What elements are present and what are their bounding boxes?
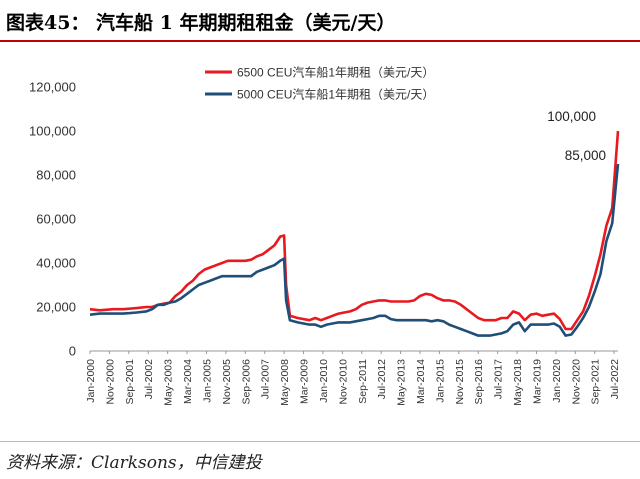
x-tick-label: Jul-2002	[143, 359, 155, 399]
x-tick-label: Mar-2019	[531, 359, 543, 404]
title-divider	[0, 40, 640, 42]
x-tick-label: Mar-2004	[182, 359, 194, 404]
source-divider	[0, 441, 640, 442]
x-tick-label: Mar-2009	[299, 359, 311, 404]
x-tick-label: May-2018	[512, 359, 524, 406]
y-tick-label: 100,000	[29, 124, 76, 139]
x-tick-label: Jan-2010	[318, 359, 330, 403]
x-tick-label: Jan-2000	[85, 359, 97, 403]
y-tick-label: 80,000	[36, 168, 76, 183]
x-tick-label: Sep-2006	[240, 359, 252, 405]
y-tick-label: 40,000	[36, 256, 76, 271]
x-tick-label: Jan-2015	[434, 359, 446, 403]
axes: 0 20,000 40,000 60,000 80,000 100,000 120,000 J…	[29, 80, 621, 406]
annotations: 100,000 85,000	[547, 109, 606, 163]
x-tick-label: May-2013	[396, 359, 408, 406]
series-line-5000-ceu	[89, 163, 620, 337]
x-tick-label: Sep-2011	[357, 359, 369, 404]
legend-label: 5000 CEU汽车船1年期租（美元/天）	[237, 87, 434, 102]
source-note: 资料来源：Clarksons，中信建投	[6, 453, 262, 473]
x-tick-label: Nov-2000	[104, 359, 116, 405]
y-tick-label: 60,000	[36, 212, 76, 227]
legend: 6500 CEU汽车船1年期租（美元/天） 5000 CEU汽车船1年期租（美元/…	[205, 65, 434, 102]
y-tick-label: 0	[69, 344, 76, 359]
x-tick-label: Jul-2017	[493, 359, 505, 399]
x-tick-label: Jan-2005	[201, 359, 213, 403]
x-tick-label: Mar-2014	[415, 359, 427, 404]
legend-label: 6500 CEU汽车船1年期租（美元/天）	[237, 65, 434, 80]
x-tick-label: Nov-2005	[221, 359, 233, 405]
x-tick-label: May-2008	[279, 359, 291, 406]
x-tick-label: Jul-2007	[260, 359, 272, 399]
x-tick-label: Sep-2001	[124, 359, 136, 405]
x-tick-label: Jul-2022	[609, 359, 621, 399]
figure-title: 图表45： 汽车船 1 年期期租租金（美元/天）	[6, 12, 396, 34]
y-tick-label: 20,000	[36, 300, 76, 315]
x-tick-label: Jul-2012	[376, 359, 388, 399]
x-tick-label: Nov-2020	[570, 359, 582, 405]
series-line-6500-ceu	[89, 130, 620, 331]
x-tick-label: Sep-2016	[473, 359, 485, 405]
value-annotation: 85,000	[565, 148, 606, 163]
x-tick-label: May-2003	[163, 359, 175, 406]
x-tick-label: Nov-2015	[454, 359, 466, 405]
x-tick-label: Sep-2021	[590, 359, 602, 405]
value-annotation: 100,000	[547, 109, 596, 124]
y-tick-label: 120,000	[29, 80, 76, 95]
x-tick-label: Nov-2010	[337, 359, 349, 405]
series-lines	[89, 130, 620, 337]
rental-rate-line-chart: 0 20,000 40,000 60,000 80,000 100,000 120,000 J…	[29, 65, 621, 406]
x-tick-label: Jan-2020	[551, 359, 563, 403]
